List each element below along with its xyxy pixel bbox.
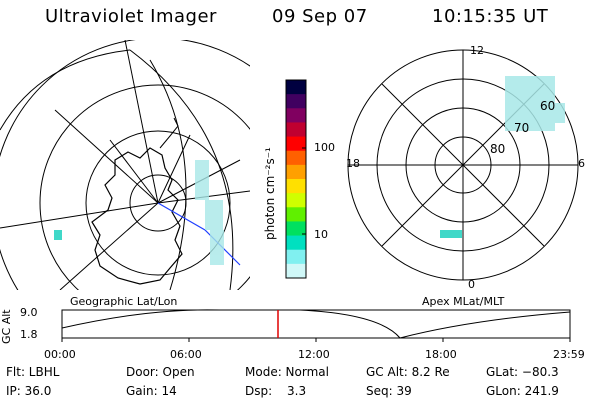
lat-label-70: 70 (514, 121, 530, 135)
lat-label-60: 60 (540, 99, 556, 113)
alt-ytick: 1.8 (20, 328, 38, 341)
info-dsp-value: 3.3 (287, 384, 307, 398)
info-glon: GLon: 241.9 (486, 384, 559, 398)
colorbar-segment (286, 235, 306, 251)
info-gain: Gain: 14 (126, 384, 177, 398)
colorbar-segment (286, 122, 306, 138)
info-gc-alt: GC Alt: 8.2 Re (366, 365, 450, 379)
colorbar-segment (286, 179, 306, 194)
pole-track (157, 202, 241, 266)
colorbar-segment (286, 150, 306, 166)
colorbar-segment (286, 221, 306, 237)
info-flt: Flt: LBHL (6, 365, 60, 379)
colorbar-segment (286, 193, 306, 208)
time-label: 10:15:35 UT (432, 6, 549, 27)
mlt-label-6: 6 (578, 157, 585, 170)
colorbar-segment (286, 164, 306, 180)
date-label: 09 Sep 07 (272, 6, 368, 27)
colorbar-segment (286, 207, 306, 222)
colorbar-segment (286, 94, 306, 109)
info-glat: GLat: −80.3 (486, 365, 559, 379)
colorbar-segment (286, 108, 306, 123)
colorbar (285, 79, 307, 279)
colorbar-segment (286, 80, 306, 95)
geographic-map (0, 40, 250, 290)
alt-xtick: 23:59 (553, 348, 585, 361)
colorbar-segment (286, 136, 306, 152)
lat-circle (39, 84, 250, 290)
aurora-patch (54, 230, 62, 240)
colorbar-unit-label: photon cm⁻²s⁻¹ (263, 147, 277, 240)
mlt-label-18: 18 (346, 157, 360, 170)
alt-xtick: 12:00 (298, 348, 330, 361)
colorbar-segment (286, 263, 306, 279)
mlt-label-0: 0 (468, 278, 475, 291)
mlt-label-12: 12 (470, 44, 484, 57)
colorbar-segment (286, 249, 306, 265)
info-ip: IP: 36.0 (6, 384, 52, 398)
info-dsp-label: Dsp: (245, 384, 273, 398)
colorbar-tick: 10 (314, 228, 328, 241)
info-seq: Seq: 39 (366, 384, 412, 398)
left-panel-caption: Geographic Lat/Lon (70, 295, 178, 308)
lat-label-80: 80 (490, 142, 506, 156)
alt-xtick: 18:00 (425, 348, 457, 361)
colorbar-tick: 100 (314, 141, 335, 154)
info-door: Door: Open (126, 365, 195, 379)
alt-ytick: 9.0 (20, 306, 38, 319)
lat-circle (85, 130, 231, 276)
magnetic-map (347, 49, 579, 281)
instrument-title: Ultraviolet Imager (45, 6, 217, 27)
altitude-plot (61, 309, 571, 342)
right-panel-caption: Apex MLat/MLT (422, 295, 505, 308)
alt-xtick: 00:00 (44, 348, 76, 361)
alt-xtick: 06:00 (170, 348, 202, 361)
info-mode: Mode: Normal (245, 365, 329, 379)
